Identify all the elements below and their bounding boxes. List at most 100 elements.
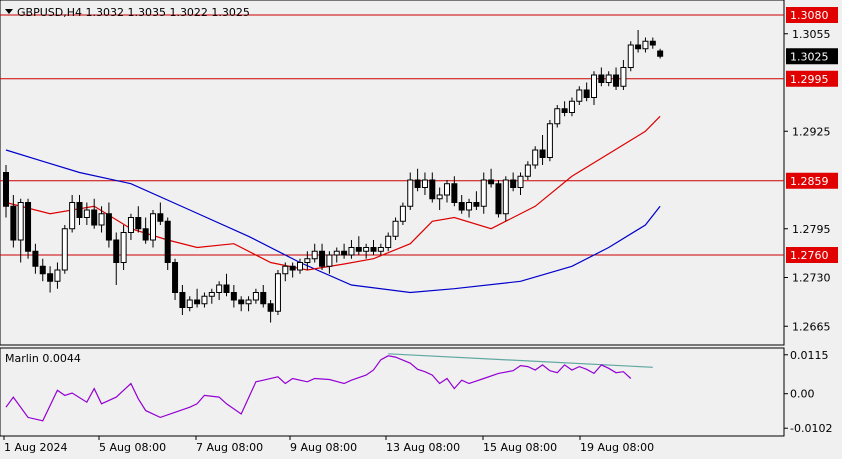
chart-header: GBPUSD,H4 1.3032 1.3035 1.3022 1.3025 [17, 6, 250, 19]
candle-body [510, 179, 517, 188]
candle-body [341, 250, 348, 256]
candle-body [458, 202, 465, 211]
candle-body [201, 295, 208, 305]
candle-body [54, 269, 61, 282]
indicator-axis: 0.0115 0.00 -0.0102 [784, 349, 832, 435]
candle-body [473, 202, 480, 207]
price-axis: 1.3080 1.2995 1.2859 1.2760 1.3055 1.2925 1.27… [784, 7, 838, 333]
candle-body [61, 228, 68, 271]
price-panel [0, 0, 785, 346]
level-label: 1.2760 [790, 249, 829, 262]
candle-body [605, 74, 612, 83]
candle-body [3, 172, 9, 207]
candle-body [17, 202, 24, 241]
candle-body [98, 213, 105, 226]
candle-body [69, 202, 76, 230]
ma-fast-line [5, 115, 661, 271]
candle-body [274, 273, 281, 312]
candle-body [113, 239, 120, 263]
candle-body [267, 303, 274, 312]
horizontal-levels [0, 14, 784, 256]
price-tick-label: 1.3055 [792, 28, 831, 41]
candle-body [407, 179, 414, 207]
candle-body [377, 247, 384, 252]
candle-body [363, 247, 370, 252]
indicator-tick-label: 0.0115 [790, 349, 829, 362]
level-label: 1.2859 [790, 175, 829, 188]
candle-body [216, 284, 223, 293]
candle-body [385, 235, 392, 248]
divergence-line [388, 353, 653, 368]
candle-body [649, 40, 656, 46]
level-tag [786, 247, 838, 263]
indicator-lines [5, 353, 653, 422]
candle-body [598, 74, 605, 83]
candle-body [370, 247, 377, 252]
candle-body [25, 202, 32, 252]
candles [3, 30, 664, 323]
candle-body [642, 40, 649, 50]
candle-body [635, 44, 642, 50]
candle-body [355, 247, 362, 252]
candle-body [436, 194, 443, 200]
candle-body [127, 217, 134, 233]
indicator-tick-label: -0.0102 [790, 422, 832, 435]
candle-body [576, 89, 583, 102]
candle-body [333, 250, 340, 256]
candle-body [282, 265, 289, 275]
candle-body [238, 299, 245, 305]
candle-body [392, 220, 399, 237]
candle-body [591, 74, 597, 98]
level-tag [786, 172, 838, 189]
candle-body [142, 228, 149, 241]
candle-body [230, 292, 237, 301]
time-tick-label: 15 Aug 08:00 [483, 441, 557, 454]
candle-body [451, 183, 458, 203]
candle-body [421, 179, 428, 188]
candle-body [348, 247, 355, 256]
candle-body [546, 123, 553, 158]
candle-body [91, 209, 98, 226]
candle-body [488, 179, 495, 185]
price-tick-label: 1.2925 [792, 125, 831, 138]
ma-fast [5, 115, 661, 271]
candle-body [627, 44, 634, 68]
candle-body [194, 299, 201, 305]
candle-body [179, 292, 186, 308]
candle-body [47, 273, 54, 282]
candle-body [583, 89, 590, 98]
candle-body [83, 209, 90, 218]
price-tick-label: 1.2730 [792, 272, 831, 285]
candle-body [260, 292, 267, 305]
candle-body [613, 74, 620, 87]
time-tick-label: 19 Aug 08:00 [580, 441, 654, 454]
candle-body [105, 213, 112, 241]
candle-body [466, 202, 473, 211]
candle-body [297, 262, 303, 271]
candle-body [429, 179, 436, 200]
candle-body [326, 254, 333, 267]
candle-body [304, 258, 311, 263]
candle-body [399, 205, 406, 222]
candle-body [517, 175, 524, 188]
level-tag [786, 7, 838, 23]
candle-body [172, 262, 179, 293]
candle-body [657, 50, 664, 57]
candle-body [150, 213, 156, 241]
candle-body [319, 250, 326, 267]
time-tick-label: 9 Aug 08:00 [290, 441, 357, 454]
time-axis: 1 Aug 2024 5 Aug 08:00 7 Aug 08:00 9 Aug 08… [3, 436, 654, 454]
candle-body [186, 299, 193, 308]
candle-body [32, 250, 39, 267]
dropdown-triangle-icon[interactable] [5, 9, 13, 14]
candle-body [502, 179, 509, 215]
candle-body [208, 292, 215, 297]
ma-slow-line [5, 149, 661, 294]
candle-body [252, 292, 259, 301]
candle-body [620, 67, 627, 87]
time-tick-label: 7 Aug 08:00 [196, 441, 263, 454]
candle-body [135, 217, 142, 230]
candle-body [495, 183, 502, 215]
time-tick-label: 5 Aug 08:00 [99, 441, 166, 454]
level-label: 1.3080 [790, 9, 829, 22]
